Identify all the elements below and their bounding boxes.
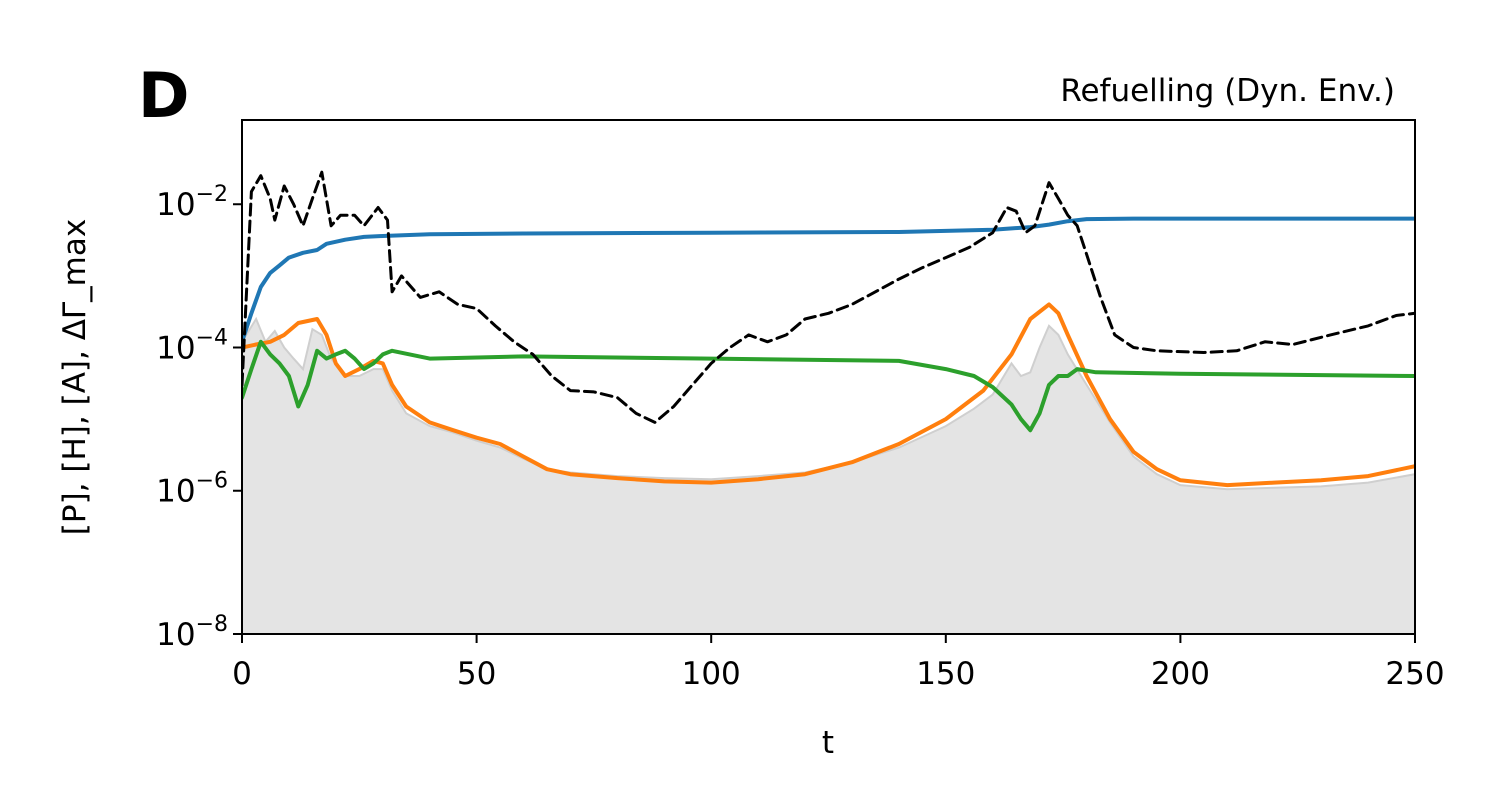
panel-letter: D	[138, 59, 189, 132]
y-tick-label: 10−4	[156, 325, 228, 366]
plot-area	[242, 170, 1415, 634]
series-line-3	[242, 339, 1415, 433]
series-line-1	[242, 216, 1415, 344]
y-tick-label: 10−2	[156, 182, 228, 223]
chart-title: Refuelling (Dyn. Env.)	[1060, 73, 1395, 109]
x-axis-label: t	[822, 725, 834, 761]
y-tick-label: 10−6	[156, 469, 228, 510]
x-tick-label: 150	[916, 656, 975, 692]
x-tick-label: 200	[1151, 656, 1210, 692]
x-tick-label: 250	[1385, 656, 1444, 692]
series-line-4	[242, 170, 1415, 424]
y-axis-ticks: 10−8 10−6 10−4 10−2	[156, 182, 242, 653]
x-tick-label: 0	[232, 656, 252, 692]
y-tick-label: 10−8	[156, 612, 228, 653]
series-line-2	[242, 302, 1415, 488]
x-axis-ticks: 0 50 100 150 200 250	[232, 634, 1445, 692]
filled-area	[242, 316, 1415, 634]
y-axis-label: [P], [H], [A], ΔΓ_max	[57, 219, 93, 535]
x-tick-label: 100	[682, 656, 741, 692]
plot-frame	[241, 119, 1416, 635]
x-tick-label: 50	[457, 656, 496, 692]
series-group	[242, 170, 1415, 488]
